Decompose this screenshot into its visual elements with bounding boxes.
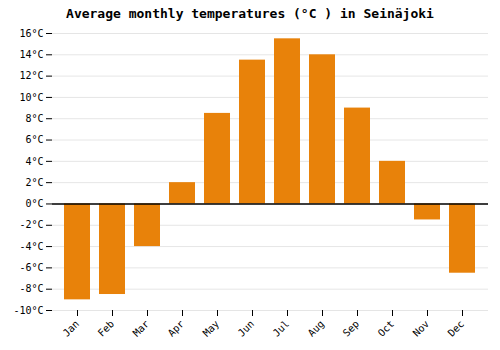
svg-text:8°C: 8°C — [25, 113, 43, 124]
svg-text:Sep: Sep — [341, 318, 362, 339]
svg-text:-2°C: -2°C — [19, 219, 43, 230]
svg-text:-4°C: -4°C — [19, 241, 43, 252]
svg-text:10°C: 10°C — [19, 92, 43, 103]
svg-text:Feb: Feb — [96, 318, 117, 339]
svg-text:6°C: 6°C — [25, 134, 43, 145]
svg-text:Aug: Aug — [306, 318, 327, 339]
svg-text:2°C: 2°C — [25, 177, 43, 188]
svg-text:14°C: 14°C — [19, 49, 43, 60]
svg-text:-6°C: -6°C — [19, 262, 43, 273]
svg-text:Jun: Jun — [236, 318, 257, 339]
svg-text:Mar: Mar — [131, 318, 152, 339]
svg-text:4°C: 4°C — [25, 156, 43, 167]
svg-text:-10°C: -10°C — [13, 305, 43, 316]
svg-text:Nov: Nov — [411, 318, 432, 339]
svg-text:Apr: Apr — [166, 318, 187, 339]
svg-text:16°C: 16°C — [19, 28, 43, 39]
svg-text:Jul: Jul — [271, 318, 292, 339]
svg-text:May: May — [201, 318, 222, 339]
svg-text:Oct: Oct — [376, 318, 397, 339]
svg-text:Jan: Jan — [61, 318, 82, 339]
svg-text:0°C: 0°C — [25, 198, 43, 209]
svg-text:-8°C: -8°C — [19, 283, 43, 294]
html-text:Average monthly temperatures (: Average monthly temperatures (°C ) in Se… — [66, 6, 434, 21]
svg-text:Dec: Dec — [446, 318, 467, 339]
svg-text:12°C: 12°C — [19, 70, 43, 81]
